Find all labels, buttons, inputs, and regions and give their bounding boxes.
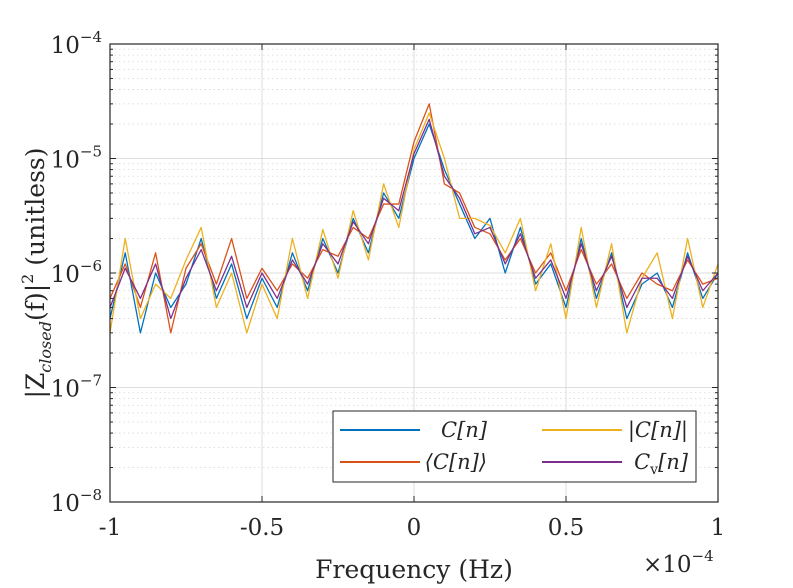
- series-group: [109, 103, 719, 334]
- y-tick-label: 10−7: [51, 372, 102, 403]
- legend-label-mean-c-n: ⟨C[n]⟩: [425, 450, 487, 474]
- y-tick-label: 10−6: [51, 257, 102, 288]
- x-tick-label: -1: [99, 515, 121, 541]
- legend-box: [332, 410, 697, 483]
- x-tick-label: 0: [407, 515, 422, 541]
- x-tick-label: 0.5: [548, 515, 585, 541]
- x-tick-labels: -1 -0.5 0 0.5 1: [99, 515, 726, 541]
- x-tick-label: 1: [711, 515, 726, 541]
- legend: C[n] |C[n]| ⟨C[n]⟩ Cv[n]: [332, 410, 697, 483]
- legend-label-c-n: C[n]: [441, 418, 488, 442]
- x-axis-exponent: ×10−4: [643, 547, 714, 578]
- y-tick-labels: 10−8 10−7 10−6 10−5 10−4: [51, 28, 102, 517]
- tick-marks: [109, 43, 719, 503]
- series-line-3: [109, 118, 719, 320]
- y-tick-label: 10−4: [51, 28, 102, 59]
- y-tick-label: 10−8: [51, 486, 102, 517]
- legend-label-abs-c-n: |C[n]|: [628, 418, 688, 443]
- x-axis-label: Frequency (Hz): [315, 555, 513, 584]
- y-tick-label: 10−5: [51, 143, 102, 174]
- legend-label-cv-n: Cv[n]: [634, 450, 689, 478]
- x-tick-label: -0.5: [240, 515, 284, 541]
- y-axis-label: |Zclosed(f)|2 (unitless): [18, 148, 55, 399]
